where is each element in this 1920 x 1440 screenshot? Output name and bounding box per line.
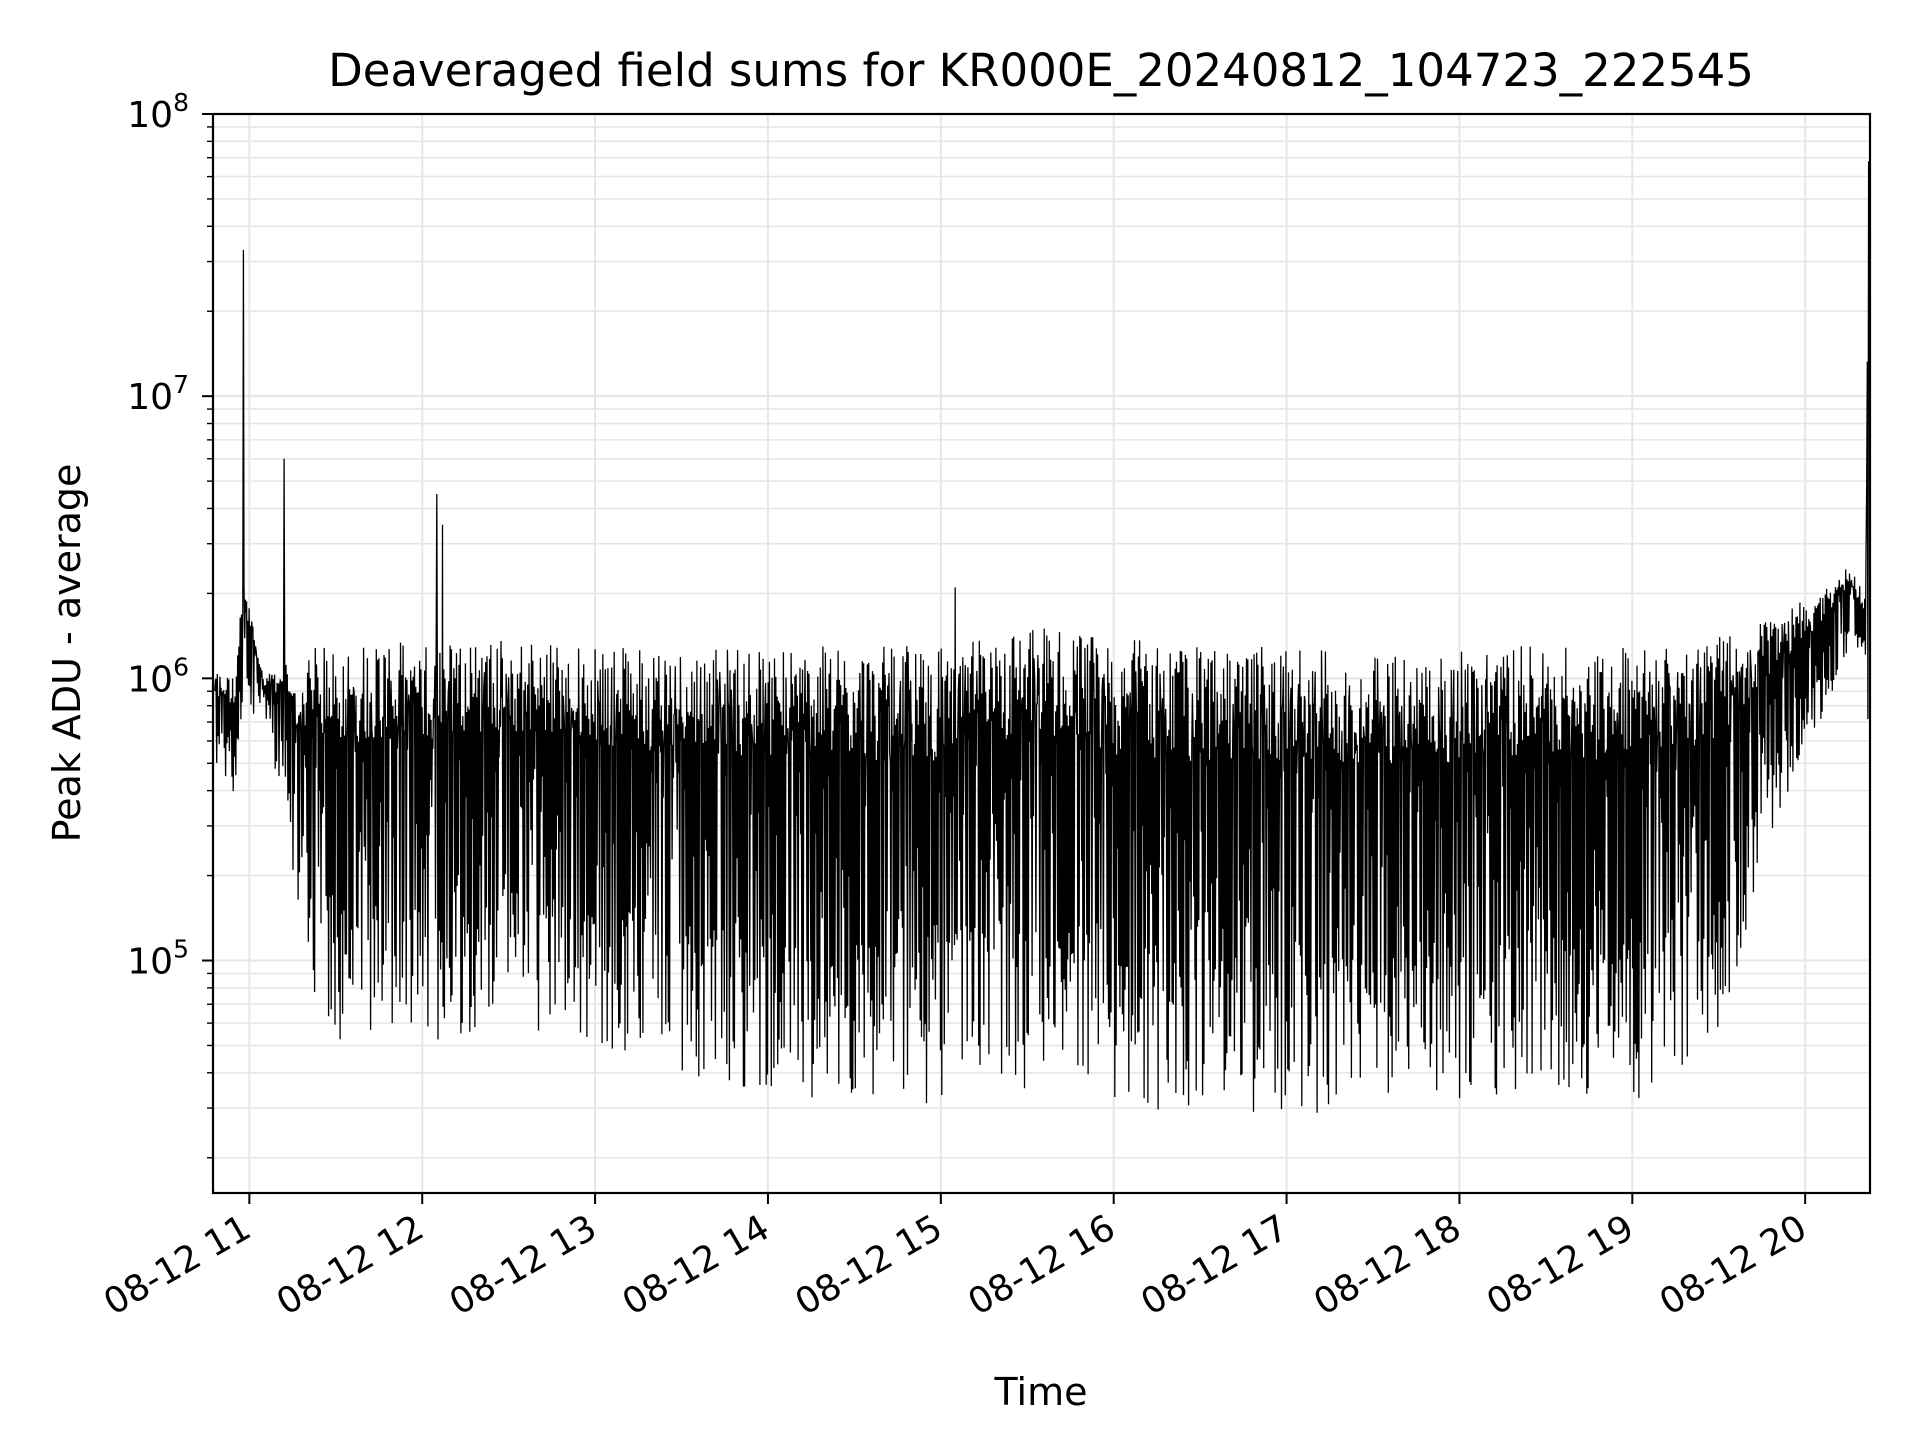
y-tick-label: 108 — [127, 88, 189, 136]
x-tick-label: 08-12 15 — [789, 1207, 950, 1323]
chart-title: Deaveraged field sums for KR000E_2024081… — [328, 44, 1754, 97]
x-tick-label: 08-12 13 — [443, 1207, 604, 1323]
x-tick-label: 08-12 11 — [97, 1207, 258, 1323]
x-axis-label: Time — [994, 1370, 1088, 1414]
plot-frame — [211, 112, 1872, 1195]
x-tick-label: 08-12 19 — [1480, 1207, 1641, 1323]
x-tick-label: 08-12 18 — [1307, 1207, 1468, 1323]
series-line — [214, 161, 1870, 1113]
y-tick-label: 106 — [127, 652, 189, 700]
x-tick-label: 08-12 20 — [1653, 1207, 1814, 1323]
x-axis-ticks: 08-12 11 08-12 12 08-12 13 08-12 14 08-12 15… — [97, 1193, 1814, 1324]
x-tick-label: 08-12 17 — [1134, 1207, 1295, 1323]
y-tick-label: 105 — [127, 935, 189, 983]
y-axis-label: Peak ADU - average — [45, 464, 89, 843]
y-tick-label: 107 — [127, 370, 189, 418]
y-axis-ticks: 105 106 107 108 — [127, 88, 213, 1159]
x-tick-label: 08-12 12 — [270, 1207, 431, 1323]
x-tick-label: 08-12 14 — [616, 1207, 777, 1323]
x-tick-label: 08-12 16 — [962, 1207, 1123, 1323]
data-series — [214, 161, 1870, 1113]
